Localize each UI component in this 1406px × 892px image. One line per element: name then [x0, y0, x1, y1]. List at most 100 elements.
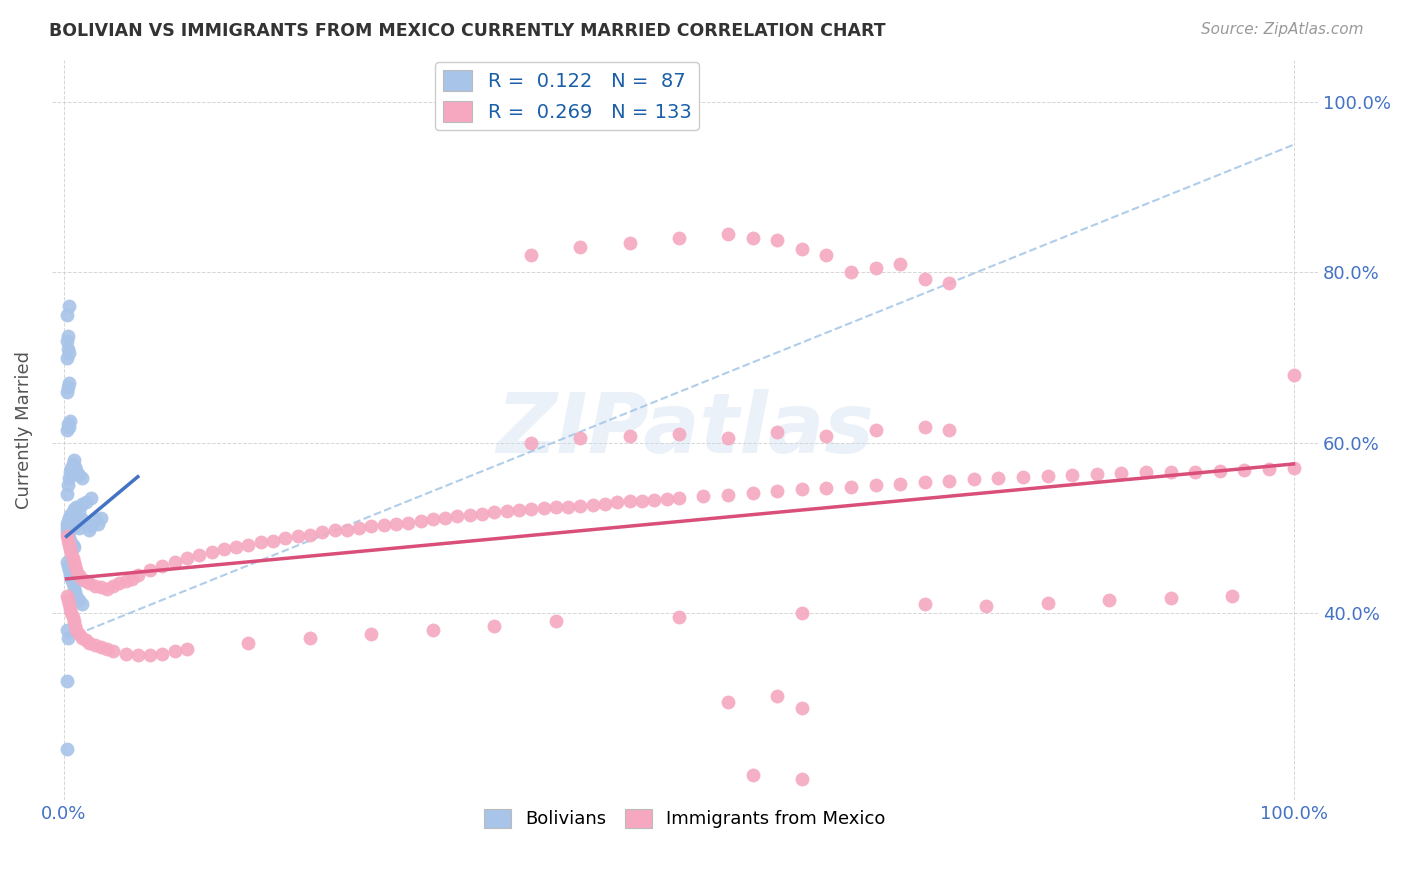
- Text: ZIPatlas: ZIPatlas: [496, 390, 875, 470]
- Point: [839, 480, 862, 494]
- Point: [815, 248, 838, 262]
- Point: [790, 242, 813, 256]
- Point: [121, 572, 143, 586]
- Point: [360, 519, 382, 533]
- Point: [96, 641, 118, 656]
- Y-axis label: Currently Married: Currently Married: [15, 351, 32, 509]
- Point: [152, 647, 174, 661]
- Text: BOLIVIAN VS IMMIGRANTS FROM MEXICO CURRENTLY MARRIED CORRELATION CHART: BOLIVIAN VS IMMIGRANTS FROM MEXICO CURRE…: [49, 22, 886, 40]
- Point: [55, 521, 77, 535]
- Point: [56, 329, 79, 343]
- Point: [63, 584, 86, 599]
- Point: [176, 641, 198, 656]
- Point: [83, 512, 105, 526]
- Point: [1258, 462, 1281, 476]
- Point: [347, 521, 370, 535]
- Point: [90, 640, 112, 654]
- Point: [1209, 464, 1232, 478]
- Point: [938, 276, 960, 290]
- Point: [188, 548, 211, 562]
- Point: [55, 351, 77, 365]
- Point: [914, 598, 936, 612]
- Point: [544, 500, 567, 515]
- Point: [59, 466, 82, 480]
- Point: [373, 518, 395, 533]
- Point: [63, 452, 86, 467]
- Point: [65, 514, 87, 528]
- Point: [396, 516, 419, 530]
- Point: [80, 519, 103, 533]
- Point: [60, 510, 83, 524]
- Point: [58, 531, 80, 545]
- Point: [80, 491, 103, 505]
- Point: [55, 529, 77, 543]
- Point: [58, 420, 80, 434]
- Point: [55, 384, 77, 399]
- Point: [1111, 467, 1133, 481]
- Point: [58, 563, 80, 577]
- Point: [593, 497, 616, 511]
- Point: [62, 576, 84, 591]
- Point: [520, 248, 543, 262]
- Point: [59, 533, 82, 548]
- Point: [87, 516, 110, 531]
- Point: [72, 598, 94, 612]
- Point: [938, 474, 960, 488]
- Point: [139, 563, 162, 577]
- Point: [385, 516, 408, 531]
- Point: [60, 606, 83, 620]
- Point: [59, 542, 82, 557]
- Point: [55, 423, 77, 437]
- Point: [77, 576, 100, 591]
- Point: [67, 567, 90, 582]
- Point: [668, 491, 690, 505]
- Point: [63, 508, 86, 522]
- Point: [619, 494, 641, 508]
- Point: [262, 533, 284, 548]
- Point: [127, 567, 149, 582]
- Point: [77, 636, 100, 650]
- Point: [1160, 591, 1182, 605]
- Point: [63, 618, 86, 632]
- Point: [62, 506, 84, 520]
- Point: [1135, 466, 1157, 480]
- Point: [58, 471, 80, 485]
- Point: [606, 495, 628, 509]
- Point: [60, 536, 83, 550]
- Point: [55, 487, 77, 501]
- Point: [520, 435, 543, 450]
- Point: [1012, 469, 1035, 483]
- Point: [668, 231, 690, 245]
- Point: [914, 420, 936, 434]
- Point: [1062, 468, 1084, 483]
- Point: [249, 535, 271, 549]
- Point: [56, 478, 79, 492]
- Point: [59, 523, 82, 537]
- Point: [55, 334, 77, 348]
- Point: [717, 695, 740, 709]
- Point: [582, 498, 605, 512]
- Point: [56, 516, 79, 531]
- Point: [55, 308, 77, 322]
- Point: [59, 414, 82, 428]
- Point: [865, 478, 887, 492]
- Point: [287, 529, 309, 543]
- Point: [238, 636, 260, 650]
- Point: [225, 540, 247, 554]
- Point: [533, 501, 555, 516]
- Point: [212, 542, 235, 557]
- Point: [152, 559, 174, 574]
- Point: [56, 417, 79, 431]
- Point: [520, 502, 543, 516]
- Point: [60, 461, 83, 475]
- Point: [65, 563, 87, 577]
- Point: [298, 632, 321, 646]
- Point: [55, 623, 77, 637]
- Point: [484, 618, 506, 632]
- Point: [67, 593, 90, 607]
- Point: [127, 648, 149, 663]
- Point: [336, 523, 359, 537]
- Point: [1282, 461, 1305, 475]
- Point: [72, 471, 94, 485]
- Point: [1160, 466, 1182, 480]
